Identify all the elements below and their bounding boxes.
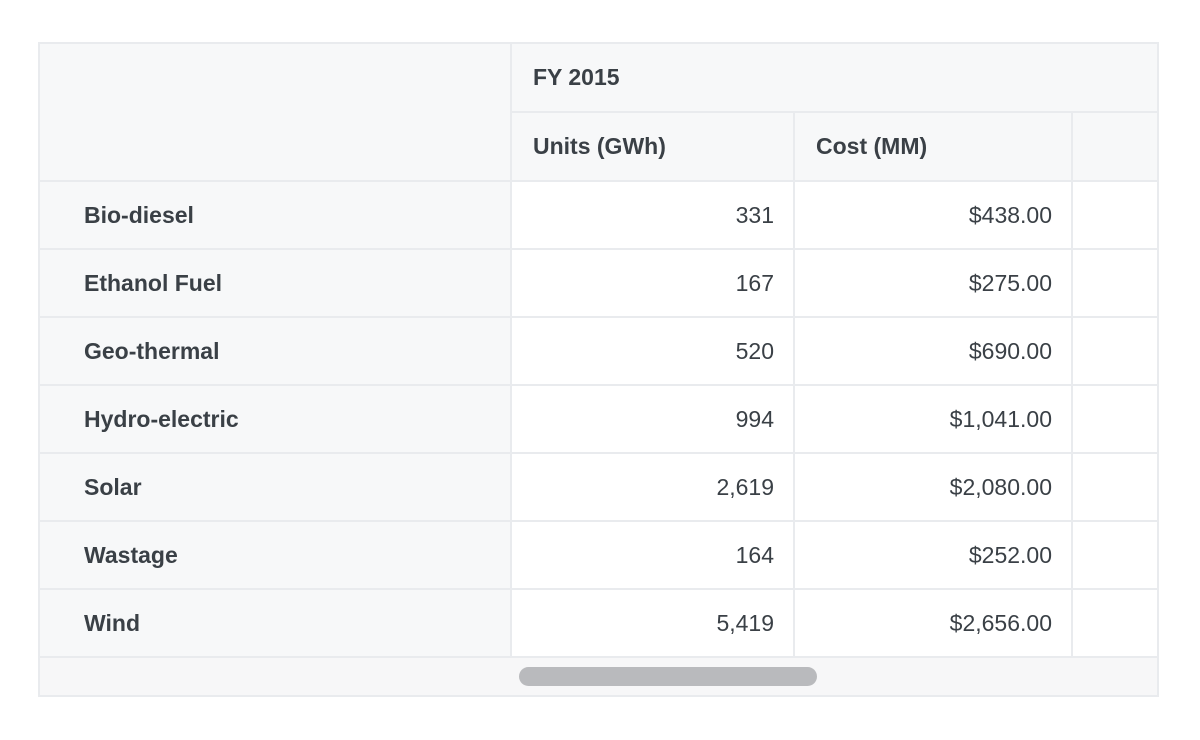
table-row: Bio-diesel 331 $438.00: [38, 180, 1160, 250]
units-value-cell: 167: [510, 248, 795, 318]
cost-value-cell: $2,656.00: [793, 588, 1073, 658]
units-value-cell: 5,419: [510, 588, 795, 658]
extra-cell: [1070, 452, 1160, 522]
horizontal-scrollbar: [37, 656, 1160, 697]
row-header: Wind: [38, 588, 512, 658]
units-value-cell: 331: [510, 180, 795, 250]
table-body: Bio-diesel 331 $438.00 Ethanol Fuel 167 …: [37, 180, 1160, 697]
cost-value-cell: $275.00: [793, 248, 1073, 318]
cost-value-cell: $252.00: [793, 520, 1073, 590]
table-row: Ethanol Fuel 167 $275.00: [38, 248, 1160, 318]
row-header: Solar: [38, 452, 512, 522]
extra-cell: [1070, 520, 1160, 590]
column-header-units: Units (GWh): [510, 111, 795, 182]
extra-cell: [1070, 384, 1160, 454]
group-header-fy2015: FY 2015: [509, 42, 1160, 113]
extra-cell: [1070, 248, 1160, 318]
table-row: Solar 2,619 $2,080.00: [38, 452, 1160, 522]
extra-cell: [1070, 588, 1160, 658]
table-header: FY 2015 Units (GWh) Cost (MM): [38, 42, 1160, 182]
cost-value-cell: $690.00: [793, 316, 1073, 386]
scrollbar-row: [37, 656, 1160, 697]
row-header: Wastage: [38, 520, 512, 590]
row-header: Geo-thermal: [38, 316, 512, 386]
extra-cell: [1070, 180, 1160, 250]
table-row: Hydro-electric 994 $1,041.00: [38, 384, 1160, 454]
scrollbar-track[interactable]: [41, 659, 1156, 694]
column-header-extra: [1070, 111, 1160, 182]
cost-value-cell: $2,080.00: [793, 452, 1073, 522]
row-header: Hydro-electric: [38, 384, 512, 454]
data-table: FY 2015 Units (GWh) Cost (MM) Bio-diesel…: [37, 42, 1160, 697]
table-row: Wind 5,419 $2,656.00: [38, 588, 1160, 658]
row-header: Ethanol Fuel: [38, 248, 512, 318]
row-header: Bio-diesel: [38, 180, 512, 250]
corner-header-cell: [38, 42, 512, 182]
scrollbar-thumb[interactable]: [519, 667, 817, 686]
extra-cell: [1070, 316, 1160, 386]
units-value-cell: 520: [510, 316, 795, 386]
cost-value-cell: $438.00: [793, 180, 1073, 250]
units-value-cell: 994: [510, 384, 795, 454]
table-row: Wastage 164 $252.00: [38, 520, 1160, 590]
units-value-cell: 164: [510, 520, 795, 590]
table-row: Geo-thermal 520 $690.00: [38, 316, 1160, 386]
column-header-cost: Cost (MM): [793, 111, 1073, 182]
cost-value-cell: $1,041.00: [793, 384, 1073, 454]
units-value-cell: 2,619: [510, 452, 795, 522]
